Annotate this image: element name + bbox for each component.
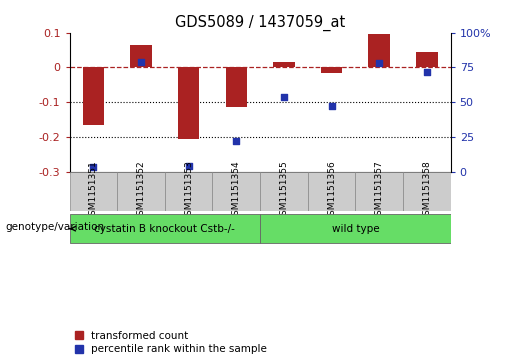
Bar [321,68,342,73]
Point [184,163,193,169]
Text: GSM1151356: GSM1151356 [327,161,336,221]
Text: GSM1151358: GSM1151358 [422,161,431,221]
Bar [355,172,403,211]
Bar [212,172,260,211]
Text: genotype/variation: genotype/variation [5,222,104,232]
Text: GSM1151352: GSM1151352 [136,161,145,221]
Text: GSM1151351: GSM1151351 [89,161,98,221]
Bar [70,214,260,243]
Point [423,69,431,74]
Text: GSM1151353: GSM1151353 [184,161,193,221]
Text: wild type: wild type [332,224,379,234]
Bar [260,172,308,211]
Point [232,138,241,144]
Bar [273,62,295,68]
Text: GSM1151357: GSM1151357 [375,161,384,221]
Text: GSM1151354: GSM1151354 [232,161,241,221]
Bar [82,68,104,125]
Bar [368,34,390,68]
Bar [130,45,152,68]
Point [137,59,145,65]
Text: cystatin B knockout Cstb-/-: cystatin B knockout Cstb-/- [94,224,235,234]
Point [375,60,383,66]
Point [89,164,97,170]
Legend: transformed count, percentile rank within the sample: transformed count, percentile rank withi… [75,331,267,354]
Bar [178,68,199,139]
Bar [307,172,355,211]
Bar [260,214,451,243]
Text: GSM1151355: GSM1151355 [280,161,288,221]
Bar [416,52,438,68]
Point [280,94,288,99]
Point [328,103,336,109]
Bar [165,172,212,211]
Bar [117,172,165,211]
Bar [226,68,247,107]
Title: GDS5089 / 1437059_at: GDS5089 / 1437059_at [175,15,345,31]
Bar [403,172,451,211]
Bar [70,172,117,211]
